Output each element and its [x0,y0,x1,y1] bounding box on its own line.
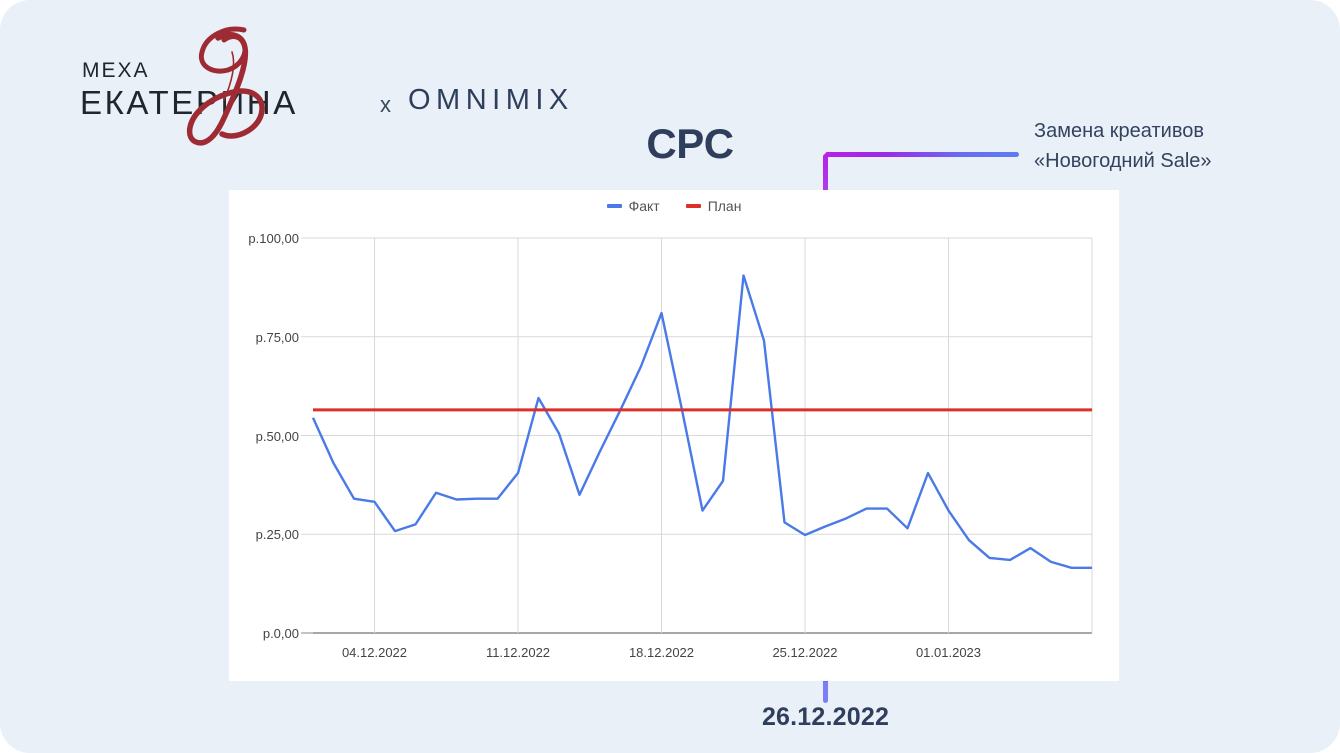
legend-swatch-plan [685,204,701,208]
x-axis-tick-label: 25.12.2022 [772,645,838,660]
y-axis-tick-label: p.0,00 [262,626,299,641]
legend-item-fact[interactable]: Факт [606,198,660,214]
annotation-leader-horizontal [825,152,1019,157]
legend-item-plan[interactable]: План [685,198,742,214]
page-title: CPC [646,120,734,167]
brand-line-1: МЕХА [82,59,150,82]
x-axis-tick-label: 01.01.2023 [915,645,982,660]
plot-svg [301,237,1093,634]
y-axis-tick-label: p.100,00 [248,231,299,246]
partner-name: OMNIMIX [408,84,574,116]
brand-logo: МЕХА ЕКАТЕРИНА x OMNIMIX [78,26,568,146]
annotation-leader-vertical-bottom [823,682,828,703]
x-axis-tick-label: 04.12.2022 [341,645,408,660]
marker-date-label: 26.12.2022 [761,703,890,731]
legend-swatch-fact [606,204,622,208]
y-axis-tick-label: p.25,00 [255,527,299,543]
annotation-leader-line [821,152,1019,164]
chart-panel: Факт План p.100,00 p.75,00 p.50,00 p.25,00 p… [229,190,1119,681]
annotation-leader-vertical-top [823,154,828,192]
annotation-text-line-1: Замена креативов [1034,120,1204,142]
y-axis-tick-label: p.50,00 [255,428,299,444]
legend-label-fact: Факт [628,198,660,214]
x-axis-tick-label: 11.12.2022 [485,645,551,660]
x-axis-tick-label: 18.12.2022 [628,645,695,660]
legend-label-plan: План [707,198,742,214]
annotation-text: Замена креативов «Новогодний Sale» [1034,116,1294,176]
y-axis-tick-label: p.75,00 [255,329,299,345]
brand-separator: x [380,92,391,117]
plot-area: p.100,00 p.75,00 p.50,00 p.25,00 p.0,00 04.1… [229,190,1119,681]
chart-legend: Факт План [229,198,1119,214]
annotation-text-line-2: «Новогодний Sale» [1034,150,1212,172]
brand-line-2: ЕКАТЕРИНА [80,84,298,121]
